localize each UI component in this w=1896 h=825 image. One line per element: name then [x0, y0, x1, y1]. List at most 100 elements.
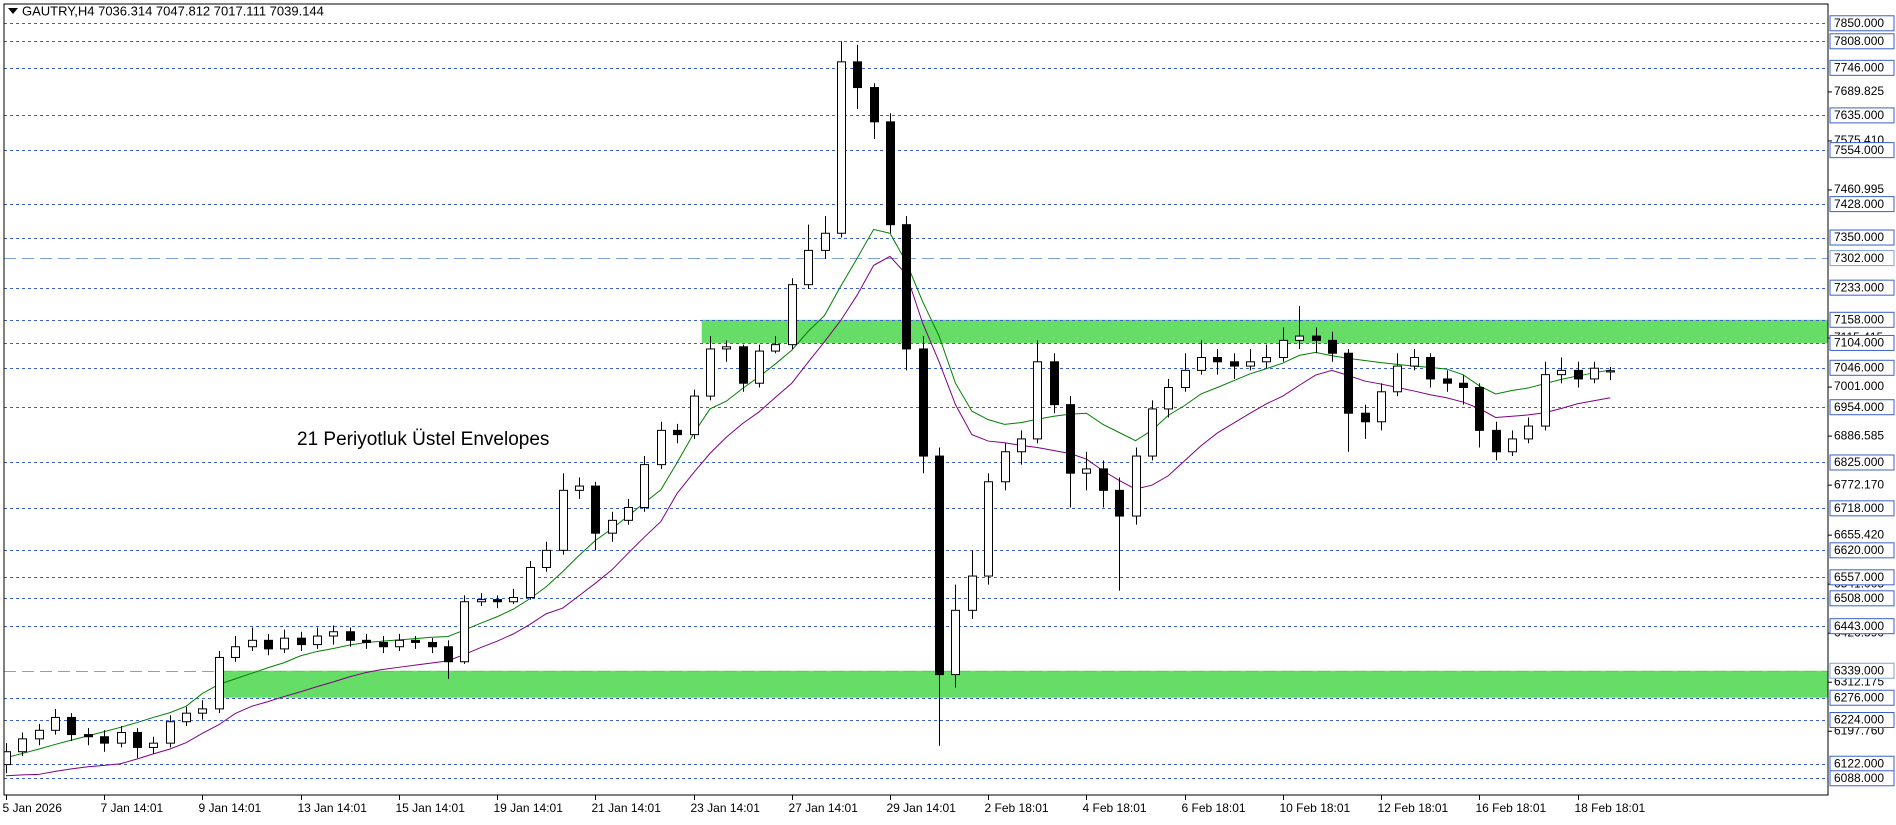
- candle-body: [722, 346, 731, 350]
- level-label: 6339.000: [1834, 663, 1884, 677]
- y-tick-label: 7689.825: [1834, 84, 1884, 98]
- candle-body: [100, 736, 109, 744]
- candle-body: [198, 708, 207, 714]
- candle-body: [1148, 408, 1157, 457]
- candle-body: [297, 637, 306, 646]
- candle-body: [690, 395, 699, 436]
- x-tick-label: 27 Jan 14:01: [789, 801, 859, 815]
- candle-body: [1410, 357, 1419, 367]
- candle-body: [444, 646, 453, 663]
- level-label: 6088.000: [1834, 771, 1884, 785]
- level-label-box: [1829, 59, 1895, 76]
- candle-body: [1508, 438, 1517, 453]
- candle-body: [509, 596, 518, 603]
- candle-body: [1246, 361, 1255, 367]
- y-tick-label: 7460.995: [1834, 182, 1884, 196]
- candle-body: [1099, 468, 1108, 491]
- candle-body: [166, 721, 175, 744]
- level-label: 7104.000: [1834, 336, 1884, 350]
- time-axis: 5 Jan 2026 7 Jan 14:01 9 Jan 14:01 13 Jan 1…: [3, 795, 1646, 815]
- level-label: 6122.000: [1834, 756, 1884, 770]
- level-label: 6954.000: [1834, 400, 1884, 414]
- candle-body: [968, 575, 977, 611]
- candle-body: [117, 731, 126, 744]
- candle-body: [1066, 404, 1075, 474]
- candle-body: [1230, 361, 1239, 367]
- candle-body: [755, 350, 764, 384]
- candle-body: [1590, 367, 1599, 380]
- price-axis: 7689.8257575.4107460.9957115.4157001.000…: [1828, 15, 1895, 787]
- candle-body: [84, 734, 93, 738]
- plot-area: [4, 23, 1828, 779]
- level-label: 6825.000: [1834, 455, 1884, 469]
- candle-body: [411, 639, 420, 643]
- candle-body: [706, 348, 715, 397]
- candle-body: [133, 731, 142, 748]
- candle-body: [1492, 429, 1501, 453]
- y-tick-label: 6655.420: [1834, 527, 1884, 541]
- candle-body: [1213, 357, 1222, 363]
- candle-body: [821, 232, 830, 251]
- candle-body: [346, 631, 355, 641]
- x-tick-label: 5 Jan 2026: [3, 801, 63, 815]
- candle-body: [984, 481, 993, 577]
- x-tick-label: 7 Jan 14:01: [101, 801, 164, 815]
- x-tick-label: 15 Jan 14:01: [396, 801, 466, 815]
- candle-body: [1050, 361, 1059, 406]
- candle-body: [264, 639, 273, 650]
- level-label-box: [1829, 279, 1895, 296]
- candle-body: [739, 346, 748, 384]
- candle-body: [1393, 365, 1402, 393]
- candle-body: [1017, 438, 1026, 453]
- level-label-box: [1829, 689, 1895, 706]
- symbol-icon: [8, 8, 18, 14]
- level-label-box: [1829, 662, 1895, 679]
- candle-body: [1361, 412, 1370, 423]
- y-tick-label: 7001.000: [1834, 379, 1884, 393]
- envelope-lower: [5, 255, 1611, 777]
- candle-body: [460, 601, 469, 663]
- candle-body: [673, 429, 682, 436]
- x-tick-label: 13 Jan 14:01: [298, 801, 368, 815]
- level-label: 6224.000: [1834, 713, 1884, 727]
- level-label: 7635.000: [1834, 108, 1884, 122]
- candle-body: [657, 429, 666, 466]
- level-label-box: [1829, 618, 1895, 635]
- level-label: 6620.000: [1834, 543, 1884, 557]
- y-tick-label: 6772.170: [1834, 477, 1884, 491]
- level-label: 6557.000: [1834, 570, 1884, 584]
- candle-body: [542, 549, 551, 568]
- candle-body: [853, 61, 862, 89]
- candle-body: [1197, 357, 1206, 371]
- candle-body: [1279, 339, 1288, 359]
- level-label-box: [1829, 334, 1895, 351]
- candle-body: [18, 738, 27, 753]
- level-label: 7850.000: [1834, 16, 1884, 30]
- x-tick-label: 6 Feb 18:01: [1182, 801, 1246, 815]
- candle-body: [493, 599, 502, 603]
- level-label-box: [1829, 311, 1895, 328]
- candle-body: [1524, 425, 1533, 440]
- level-label: 7554.000: [1834, 143, 1884, 157]
- x-tick-label: 19 Jan 14:01: [494, 801, 564, 815]
- candle-body: [837, 61, 846, 234]
- candle-body: [1262, 357, 1271, 363]
- candle-body: [35, 729, 44, 740]
- x-tick-label: 23 Jan 14:01: [691, 801, 761, 815]
- x-tick-label: 9 Jan 14:01: [199, 801, 262, 815]
- candle-body: [640, 464, 649, 508]
- candle-body: [935, 455, 944, 676]
- level-label: 7428.000: [1834, 197, 1884, 211]
- candle-body: [1164, 387, 1173, 410]
- candle-body: [788, 284, 797, 346]
- y-tick-label: 6886.585: [1834, 428, 1884, 442]
- level-label: 6276.000: [1834, 690, 1884, 704]
- candle-body: [1475, 387, 1484, 431]
- level-label-box: [1829, 359, 1895, 376]
- x-tick-label: 29 Jan 14:01: [887, 801, 957, 815]
- candle-body: [951, 609, 960, 676]
- annotation: 21 Periyotluk Üstel Envelopes: [297, 429, 549, 450]
- candle-body: [1574, 369, 1583, 380]
- candle-body: [886, 121, 895, 226]
- level-label-box: [1829, 229, 1895, 246]
